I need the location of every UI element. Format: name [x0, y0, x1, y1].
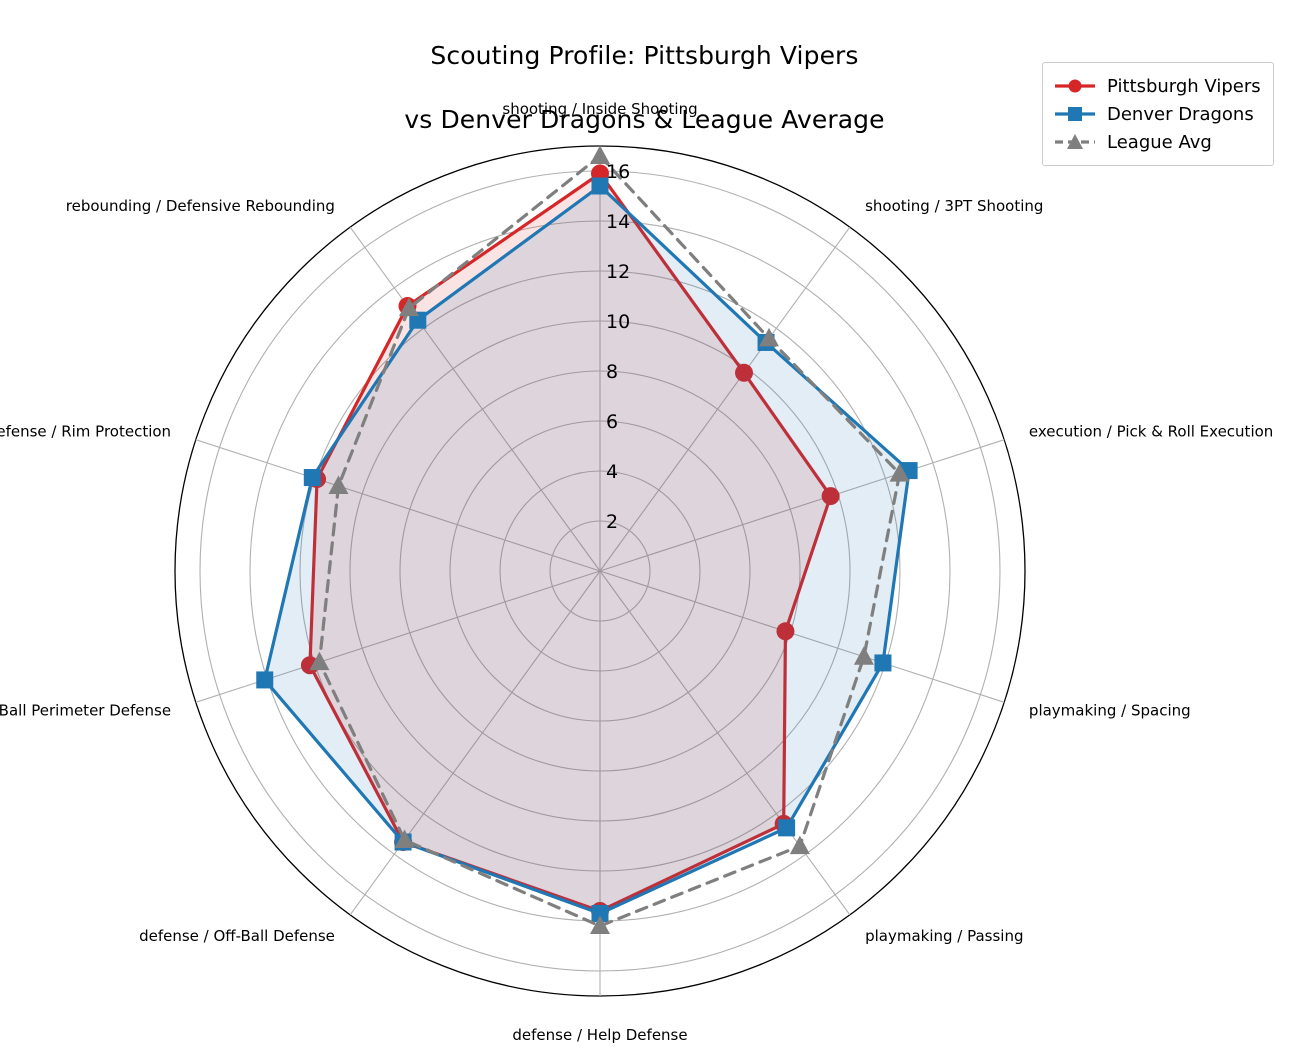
- rtick-label-6: 6: [606, 411, 618, 433]
- chart-title: Scouting Profile: Pittsburgh Vipers vs D…: [0, 8, 1289, 168]
- chart-title-line-1: Scouting Profile: Pittsburgh Vipers: [430, 41, 859, 70]
- legend-swatch-denver-dragons: [1055, 107, 1095, 121]
- axis-label-2: execution / Pick & Roll Execution: [1029, 423, 1273, 441]
- marker-point: [758, 327, 779, 347]
- marker-point: [328, 475, 349, 495]
- legend-item[interactable]: Pittsburgh Vipers: [1053, 72, 1263, 100]
- rtick-label-12: 12: [606, 261, 630, 283]
- series-fill: [264, 186, 910, 914]
- rtick-label-8: 8: [606, 361, 618, 383]
- axis-category-labels: shooting / Inside Shooting shooting / 3PT…: [0, 100, 1273, 1044]
- marker-point: [590, 145, 610, 164]
- marker-point: [789, 835, 810, 855]
- series-fill: [309, 173, 831, 911]
- marker-point: [821, 487, 840, 506]
- axis-label-4: playmaking / Passing: [865, 927, 1023, 945]
- spoke-8: [195, 439, 601, 572]
- radar-spokes: [195, 146, 1005, 996]
- marker-point: [591, 905, 609, 922]
- legend-item[interactable]: League Avg: [1053, 128, 1263, 156]
- spoke-4: [599, 570, 851, 916]
- legend-label-league-avg: League Avg: [1107, 131, 1212, 153]
- legend: Pittsburgh Vipers Denver Dragons League …: [1042, 62, 1274, 166]
- rtick-label-14: 14: [606, 211, 630, 233]
- axis-label-9: rebounding / Defensive Rebounding: [66, 197, 335, 215]
- chart-title-line-2: vs Denver Dragons & League Average: [404, 105, 885, 134]
- radial-tick-labels: 2 4 6 8 10 12 14 16: [606, 161, 630, 533]
- legend-item[interactable]: Denver Dragons: [1053, 100, 1263, 128]
- marker-point: [398, 297, 419, 317]
- marker-point: [591, 177, 609, 195]
- rtick-label-10: 10: [606, 311, 630, 333]
- axis-label-3: playmaking / Spacing: [1029, 701, 1191, 719]
- marker-point: [394, 829, 415, 848]
- axis-label-7: defense / On-Ball Perimeter Defense: [0, 701, 171, 719]
- axis-label-6: defense / Off-Ball Defense: [139, 927, 335, 945]
- spoke-3: [599, 570, 1005, 703]
- marker-point: [776, 622, 795, 641]
- legend-swatch-pittsburgh-vipers: [1055, 79, 1095, 93]
- marker-point: [735, 363, 754, 382]
- rtick-label-2: 2: [606, 511, 618, 533]
- marker-point: [256, 671, 274, 689]
- rtick-label-16: 16: [606, 161, 630, 183]
- radar-series: [256, 145, 918, 934]
- legend-label-pittsburgh-vipers: Pittsburgh Vipers: [1107, 75, 1261, 97]
- spoke-6: [349, 570, 601, 916]
- marker-point: [303, 469, 321, 487]
- legend-label-denver-dragons: Denver Dragons: [1107, 103, 1254, 125]
- marker-point: [889, 463, 910, 482]
- marker-point: [853, 646, 874, 665]
- marker-point: [590, 915, 610, 934]
- axis-label-8: defense / Rim Protection: [0, 423, 171, 441]
- marker-point: [778, 819, 796, 837]
- legend-swatch-league-avg: [1055, 134, 1095, 149]
- marker-point: [309, 651, 330, 671]
- axis-label-5: defense / Help Defense: [512, 1026, 687, 1044]
- rtick-label-4: 4: [606, 461, 618, 483]
- axis-label-0: shooting / Inside Shooting: [502, 100, 697, 118]
- spoke-9: [349, 226, 601, 572]
- spoke-1: [599, 226, 851, 572]
- spoke-2: [599, 439, 1005, 572]
- marker-point: [874, 654, 892, 672]
- series-denver-dragons: [256, 177, 918, 922]
- axis-label-1: shooting / 3PT Shooting: [865, 197, 1043, 215]
- series-league-avg: [309, 145, 910, 934]
